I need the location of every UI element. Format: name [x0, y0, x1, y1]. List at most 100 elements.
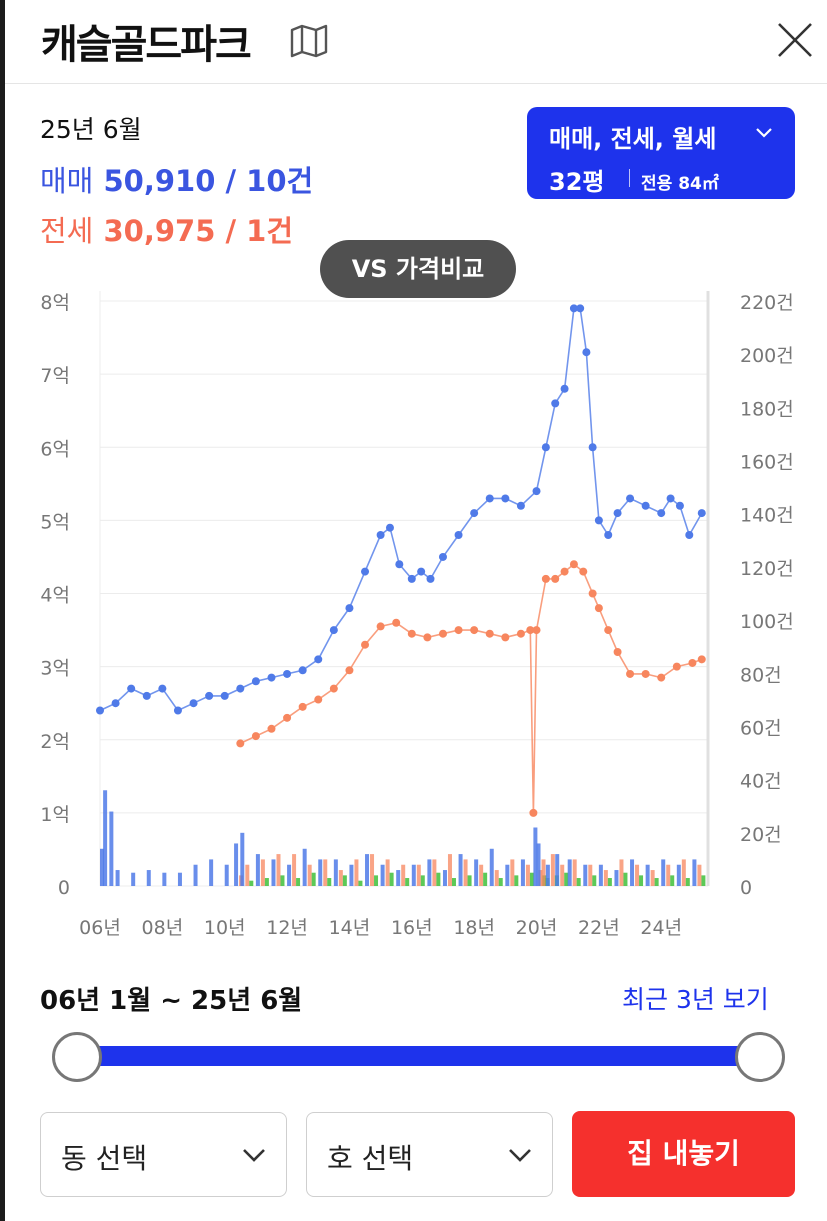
- slider-handle-end[interactable]: [735, 1032, 785, 1082]
- rent-volume-bar: [447, 854, 452, 886]
- sale-volume-bar: [676, 864, 681, 886]
- list-house-button[interactable]: 집 내놓기: [572, 1111, 795, 1197]
- rent-volume-bar: [401, 864, 406, 886]
- sale-volume-bar: [442, 870, 447, 886]
- dong-select[interactable]: 동 선택: [40, 1112, 287, 1197]
- rent-price-point: [569, 560, 578, 569]
- summary-date: 25년 6월: [40, 115, 142, 144]
- rent-volume-bar: [432, 859, 437, 886]
- rent-price-point: [454, 626, 463, 635]
- rent-price-point: [314, 695, 323, 704]
- sale-price-point: [516, 501, 525, 510]
- x-tick-label: 16년: [391, 917, 433, 939]
- sale-volume-bar: [533, 827, 538, 886]
- rent-price-point: [251, 732, 260, 741]
- monthly-volume-bar: [514, 875, 519, 886]
- rent-volume-bar: [560, 864, 565, 886]
- sale-price-point: [551, 399, 560, 408]
- sale-price-point: [641, 501, 650, 510]
- sale-volume-bar: [287, 864, 292, 886]
- sale-volume-bar: [255, 854, 260, 886]
- trade-type-button[interactable]: 매매, 전세, 월세 32평 전용 84㎡: [527, 107, 795, 199]
- monthly-volume-bar: [420, 875, 425, 886]
- volume-bars: [100, 790, 706, 886]
- sale-volume-bar: [380, 864, 385, 886]
- page-title: 캐슬골드파크: [41, 22, 252, 68]
- monthly-volume-bar: [701, 875, 706, 886]
- rent-volume-bar: [588, 864, 593, 886]
- rent-price-point: [626, 669, 635, 678]
- ho-select[interactable]: 호 선택: [306, 1112, 553, 1197]
- sale-volume-bar: [411, 864, 416, 886]
- left-border: [0, 0, 5, 1221]
- sale-volume-bar: [209, 859, 214, 886]
- monthly-volume-bar: [311, 872, 316, 886]
- chevron-down-icon: [243, 1149, 265, 1162]
- sale-volume-bar: [555, 854, 560, 886]
- monthly-volume-bar: [564, 872, 569, 886]
- monthly-volume-bar: [405, 878, 410, 886]
- y-right-tick-label: 40건: [740, 771, 782, 793]
- rent-volume-bar: [292, 854, 297, 886]
- rent-price-point: [345, 666, 354, 675]
- sale-price-point: [376, 531, 385, 539]
- monthly-volume-bar: [296, 878, 301, 886]
- sale-volume-bar: [302, 848, 307, 886]
- sale-price-point: [454, 531, 463, 539]
- x-tick-label: 22년: [578, 917, 620, 939]
- summary-rent: 전세 30,975 / 1건: [40, 208, 293, 250]
- monthly-volume-bar: [467, 875, 472, 886]
- monthly-volume-bar: [639, 875, 644, 886]
- sale-volume-bar: [224, 864, 229, 886]
- rent-price-point: [361, 640, 370, 649]
- slider-handle-start[interactable]: [52, 1032, 102, 1082]
- sale-volume-bar: [333, 859, 338, 886]
- sale-volume-bar: [583, 864, 588, 886]
- sale-volume-bar: [396, 870, 401, 886]
- sale-price-point: [697, 509, 706, 518]
- monthly-volume-bar: [249, 880, 254, 886]
- y-right-tick-label: 0: [740, 877, 752, 899]
- sale-volume-bar: [545, 864, 550, 886]
- sale-price-point: [666, 494, 675, 503]
- sale-volume-bar: [645, 864, 650, 886]
- close-icon[interactable]: [773, 18, 817, 62]
- sale-price-point: [298, 666, 307, 675]
- pyeong-label: 32평: [549, 168, 605, 196]
- period-slider-track[interactable]: [78, 1046, 760, 1066]
- rent-volume-bar: [245, 864, 250, 886]
- rent-volume-bar: [385, 859, 390, 886]
- y-left-tick-label: 1억: [40, 804, 70, 826]
- rent-volume-bar: [541, 859, 546, 886]
- rent-price-point: [541, 574, 550, 583]
- sale-price-point: [501, 494, 510, 503]
- sale-volume-bar: [661, 859, 666, 886]
- sale-volume-bar: [131, 872, 136, 886]
- sale-price-point: [626, 494, 635, 503]
- ho-select-value: 호 선택: [327, 1142, 414, 1175]
- compare-button[interactable]: VS 가격비교: [320, 240, 516, 298]
- y-right-tick-label: 200건: [740, 345, 794, 367]
- sale-price-point: [329, 626, 338, 635]
- monthly-volume-bar: [264, 878, 269, 886]
- x-tick-label: 06년: [79, 917, 121, 939]
- y-right-tick-label: 60건: [740, 717, 782, 739]
- monthly-volume-bar: [685, 878, 690, 886]
- rent-price-point: [657, 673, 666, 682]
- sale-volume-bar: [100, 848, 104, 886]
- map-icon[interactable]: [289, 24, 329, 58]
- sale-price-point: [395, 560, 404, 569]
- x-tick-label: 20년: [516, 917, 558, 939]
- monthly-volume-bar: [483, 872, 488, 886]
- price-lines: [96, 304, 706, 817]
- rent-price-point: [516, 629, 525, 638]
- summary-sale: 매매 50,910 / 10건: [40, 158, 313, 200]
- recent-3-years-link[interactable]: 최근 3년 보기: [622, 985, 769, 1014]
- monthly-volume-bar: [436, 872, 441, 886]
- y-right-tick-label: 180건: [740, 398, 794, 420]
- sale-price-point: [407, 574, 416, 583]
- y-right-tick-label: 220건: [740, 292, 794, 314]
- monthly-volume-bar: [389, 872, 394, 886]
- sale-volume-bar: [427, 859, 432, 886]
- sale-volume-bar: [536, 843, 541, 886]
